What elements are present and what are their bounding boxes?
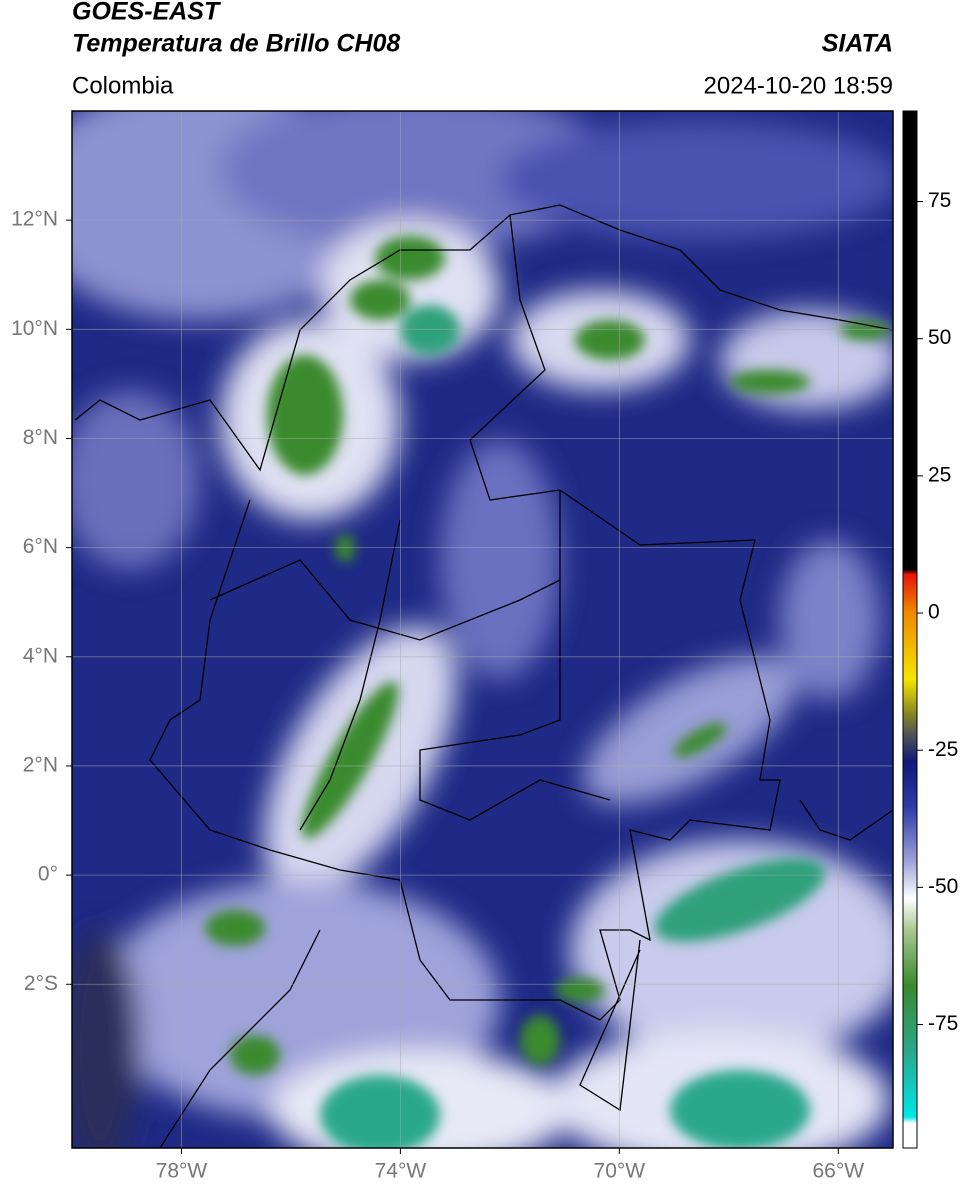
colorbar-tick-label: 50: [928, 326, 951, 349]
colorbar-tick-label: -75: [928, 1012, 958, 1035]
y-tick-label: 2°N: [23, 753, 58, 776]
y-tick-label: 4°N: [23, 644, 58, 667]
y-tick-label: 2°S: [24, 972, 58, 995]
x-tick-label: 66°W: [812, 1160, 864, 1183]
title: GOES-EAST: [72, 0, 222, 26]
y-tick-label: 10°N: [11, 317, 58, 340]
colorbar: [902, 110, 918, 1149]
y-tick-label: 8°N: [23, 426, 58, 449]
x-tick-label: 74°W: [375, 1160, 427, 1183]
colorbar-tick-label: -50: [928, 875, 958, 898]
x-tick-label: 78°W: [156, 1160, 208, 1183]
y-tick-label: 12°N: [11, 208, 58, 231]
timestamp: 2024-10-20 18:59: [704, 72, 894, 99]
y-tick-label: 6°N: [23, 535, 58, 558]
y-tick-label: 0°: [38, 863, 58, 886]
map-frame: [71, 110, 894, 1149]
colorbar-tick-label: -25: [928, 738, 958, 761]
satellite-image: [72, 111, 893, 1148]
source: SIATA: [822, 30, 893, 58]
colorbar-tick-label: 75: [928, 189, 951, 212]
x-tick-label: 70°W: [594, 1160, 646, 1183]
colorbar-tick-label: 25: [928, 463, 951, 486]
colorbar-tick-label: 0: [928, 601, 940, 624]
title: Temperatura de Brillo CH08: [72, 30, 400, 58]
region: Colombia: [72, 72, 174, 99]
